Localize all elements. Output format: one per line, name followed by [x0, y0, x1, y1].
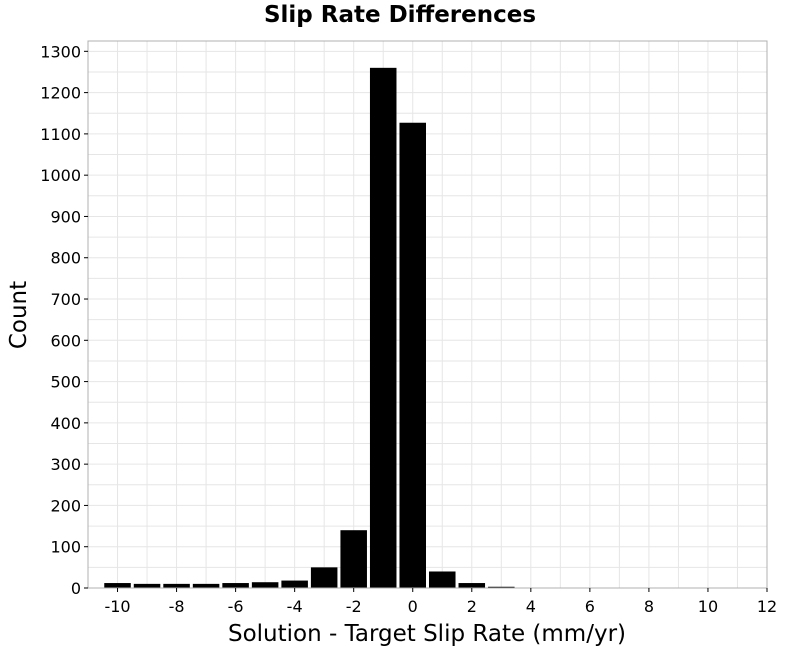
histogram-bar [429, 571, 456, 588]
x-tick-label: -8 [169, 597, 185, 616]
y-tick-label: 900 [50, 207, 81, 226]
histogram-bar [310, 567, 338, 588]
x-tick-label: 4 [526, 597, 536, 616]
histogram-bar [104, 583, 131, 588]
grid-layer [87, 41, 768, 589]
bars-layer [104, 67, 515, 588]
histogram-bar [281, 580, 308, 588]
y-tick-label: 1000 [40, 166, 81, 185]
y-tick-label: 300 [50, 455, 81, 474]
x-tick-label: -10 [104, 597, 130, 616]
x-tick-label: 12 [757, 597, 777, 616]
y-tick-label: 800 [50, 249, 81, 268]
x-tick-label: 2 [467, 597, 477, 616]
y-tick-label: 1200 [40, 84, 81, 103]
histogram-bar [133, 583, 161, 588]
histogram-bar [399, 122, 426, 588]
y-tick-label: 0 [71, 579, 81, 598]
plot-frame [87, 40, 768, 589]
histogram-bar [340, 530, 367, 588]
x-axis-title: Solution - Target Slip Rate (mm/yr) [228, 621, 626, 647]
histogram-bar [192, 583, 220, 588]
x-tick-label: 10 [698, 597, 718, 616]
y-tick-label: 1300 [40, 42, 81, 61]
x-tick-label: 8 [644, 597, 654, 616]
y-tick-label: 1100 [40, 125, 81, 144]
histogram-bar [369, 67, 397, 588]
y-tick-label: 400 [50, 414, 81, 433]
x-tick-labels: -10 -8 -6 -4 -2 0 2 4 6 8 10 12 [104, 588, 777, 616]
x-tick-label: 0 [408, 597, 418, 616]
histogram-bar [251, 582, 279, 588]
histogram-bar [488, 586, 515, 588]
y-tick-label: 700 [50, 290, 81, 309]
histogram-bar [458, 583, 486, 588]
y-axis-title: Count [6, 281, 32, 349]
x-tick-label: -2 [346, 597, 362, 616]
chart-title: Slip Rate Differences [263, 2, 537, 28]
x-tick-label: -6 [228, 597, 244, 616]
x-tick-label: 6 [585, 597, 595, 616]
y-tick-labels: 0 100 200 300 400 500 600 700 800 900 1000 1100 1200… [40, 42, 88, 598]
x-tick-label: -4 [287, 597, 303, 616]
y-tick-label: 200 [50, 496, 81, 515]
histogram-bar [163, 583, 190, 588]
y-tick-label: 100 [50, 538, 81, 557]
y-tick-label: 600 [50, 331, 81, 350]
histogram-bar [222, 583, 249, 588]
y-tick-label: 500 [50, 373, 81, 392]
